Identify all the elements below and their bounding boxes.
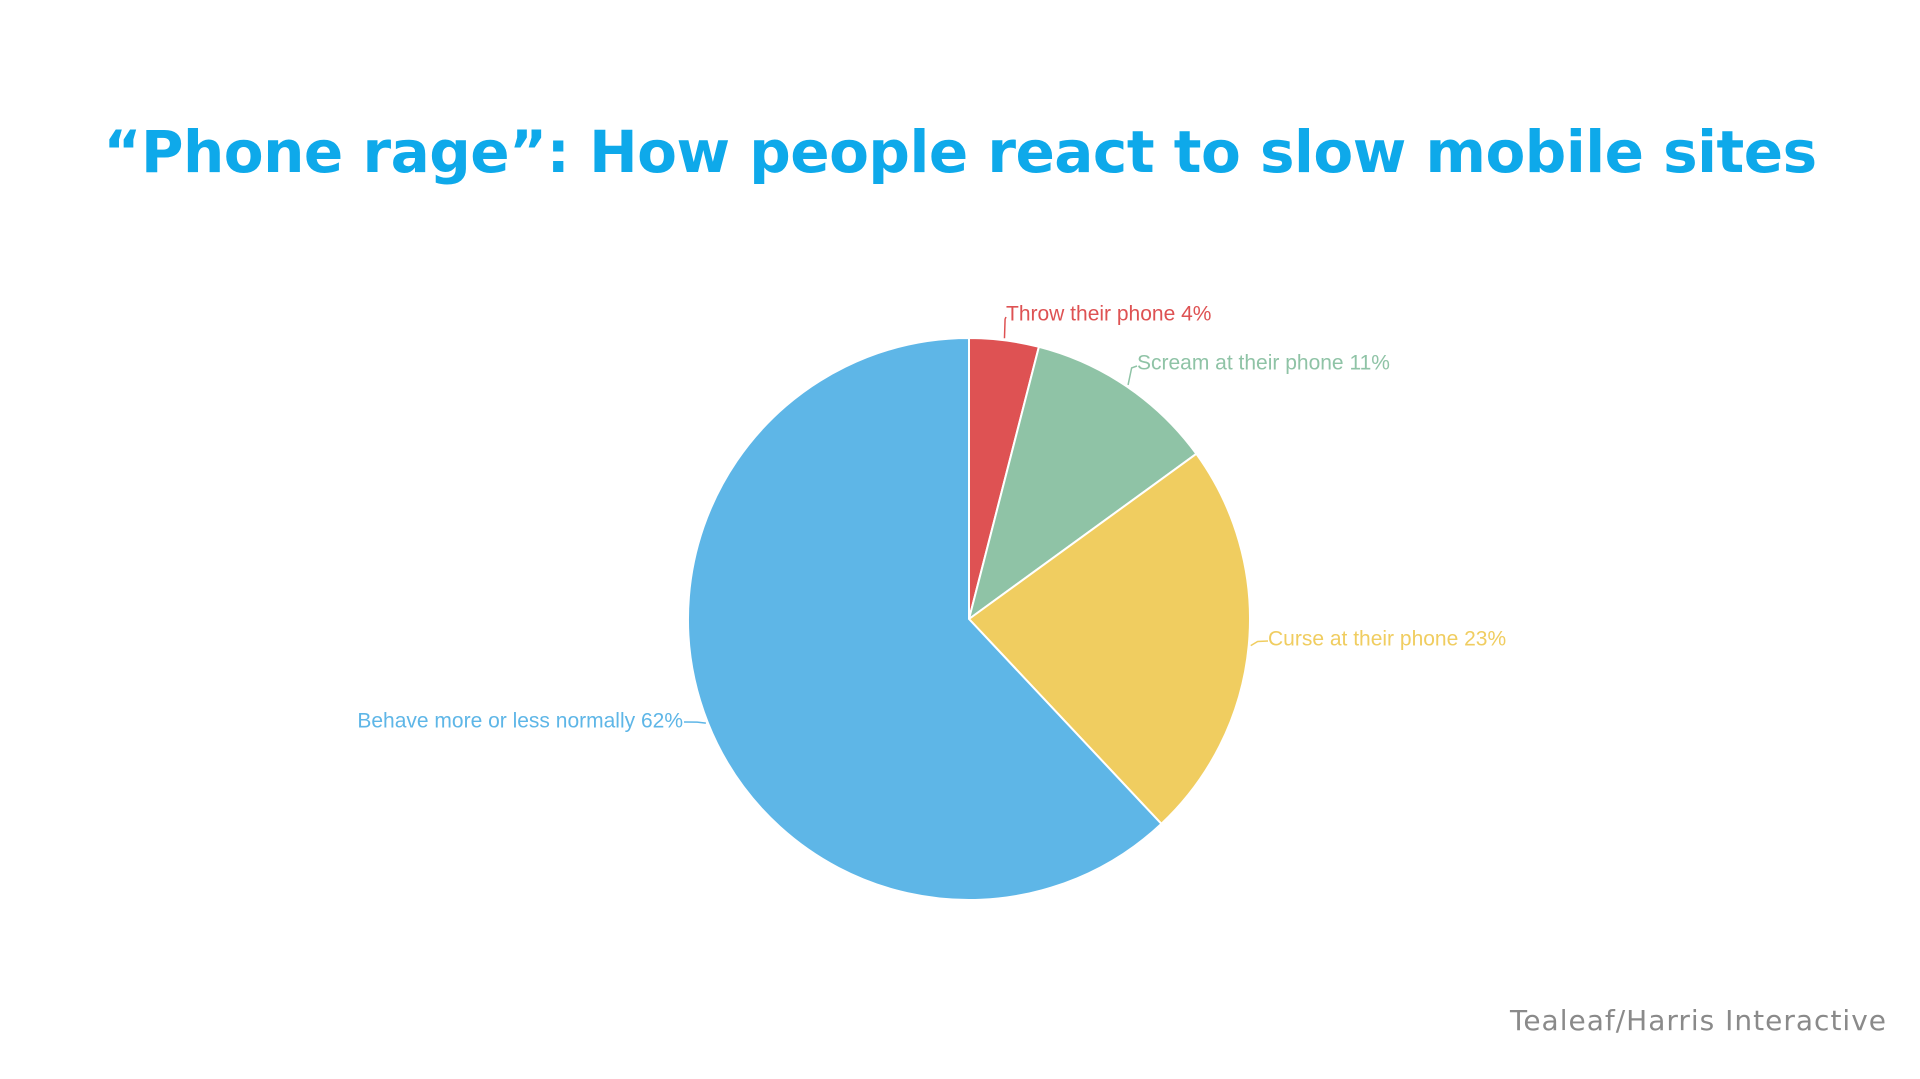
pie-slices xyxy=(687,336,1251,901)
pie-slice-behave-more-or-less-normally xyxy=(687,336,1163,901)
leader-line xyxy=(1127,365,1138,386)
leader-lines xyxy=(683,316,1269,724)
slice-label: Throw their phone 4% xyxy=(1006,303,1211,326)
chart-title: “Phone rage”: How people react to slow m… xyxy=(103,118,1817,186)
slice-label: Curse at their phone 23% xyxy=(1268,628,1506,651)
pie-slice-curse-at-their-phone xyxy=(967,452,1251,826)
slice-label: Scream at their phone 11% xyxy=(1137,352,1390,375)
leader-line xyxy=(1250,640,1269,647)
pie-slice-scream-at-their-phone xyxy=(967,345,1198,622)
leader-line xyxy=(683,721,706,724)
slice-labels: Throw their phone 4% Scream at their phon… xyxy=(357,303,1506,733)
source-credit: Tealeaf/Harris Interactive xyxy=(1509,1004,1887,1037)
slice-label: Behave more or less normally 62% xyxy=(357,710,683,733)
leader-line xyxy=(1003,316,1007,339)
